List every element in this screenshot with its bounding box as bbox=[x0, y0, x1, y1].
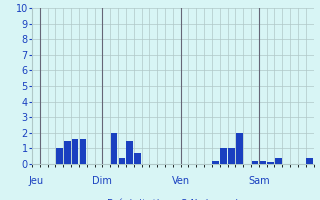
Bar bbox=[134, 153, 141, 164]
Bar bbox=[275, 158, 282, 164]
Bar bbox=[252, 161, 258, 164]
Bar bbox=[80, 139, 86, 164]
Bar bbox=[111, 133, 117, 164]
Bar bbox=[306, 158, 313, 164]
Bar bbox=[72, 139, 78, 164]
Bar bbox=[212, 161, 219, 164]
Bar bbox=[260, 161, 266, 164]
Bar bbox=[119, 158, 125, 164]
Text: Jeu: Jeu bbox=[28, 176, 44, 186]
Text: Ven: Ven bbox=[172, 176, 190, 186]
Bar bbox=[267, 162, 274, 164]
Bar bbox=[236, 133, 243, 164]
Bar bbox=[56, 148, 63, 164]
Bar bbox=[228, 148, 235, 164]
Text: Dim: Dim bbox=[92, 176, 112, 186]
Text: Précipitations 24h ( mm ): Précipitations 24h ( mm ) bbox=[107, 198, 239, 200]
Bar bbox=[126, 141, 133, 164]
Bar bbox=[64, 141, 70, 164]
Bar bbox=[220, 148, 227, 164]
Text: Sam: Sam bbox=[248, 176, 270, 186]
